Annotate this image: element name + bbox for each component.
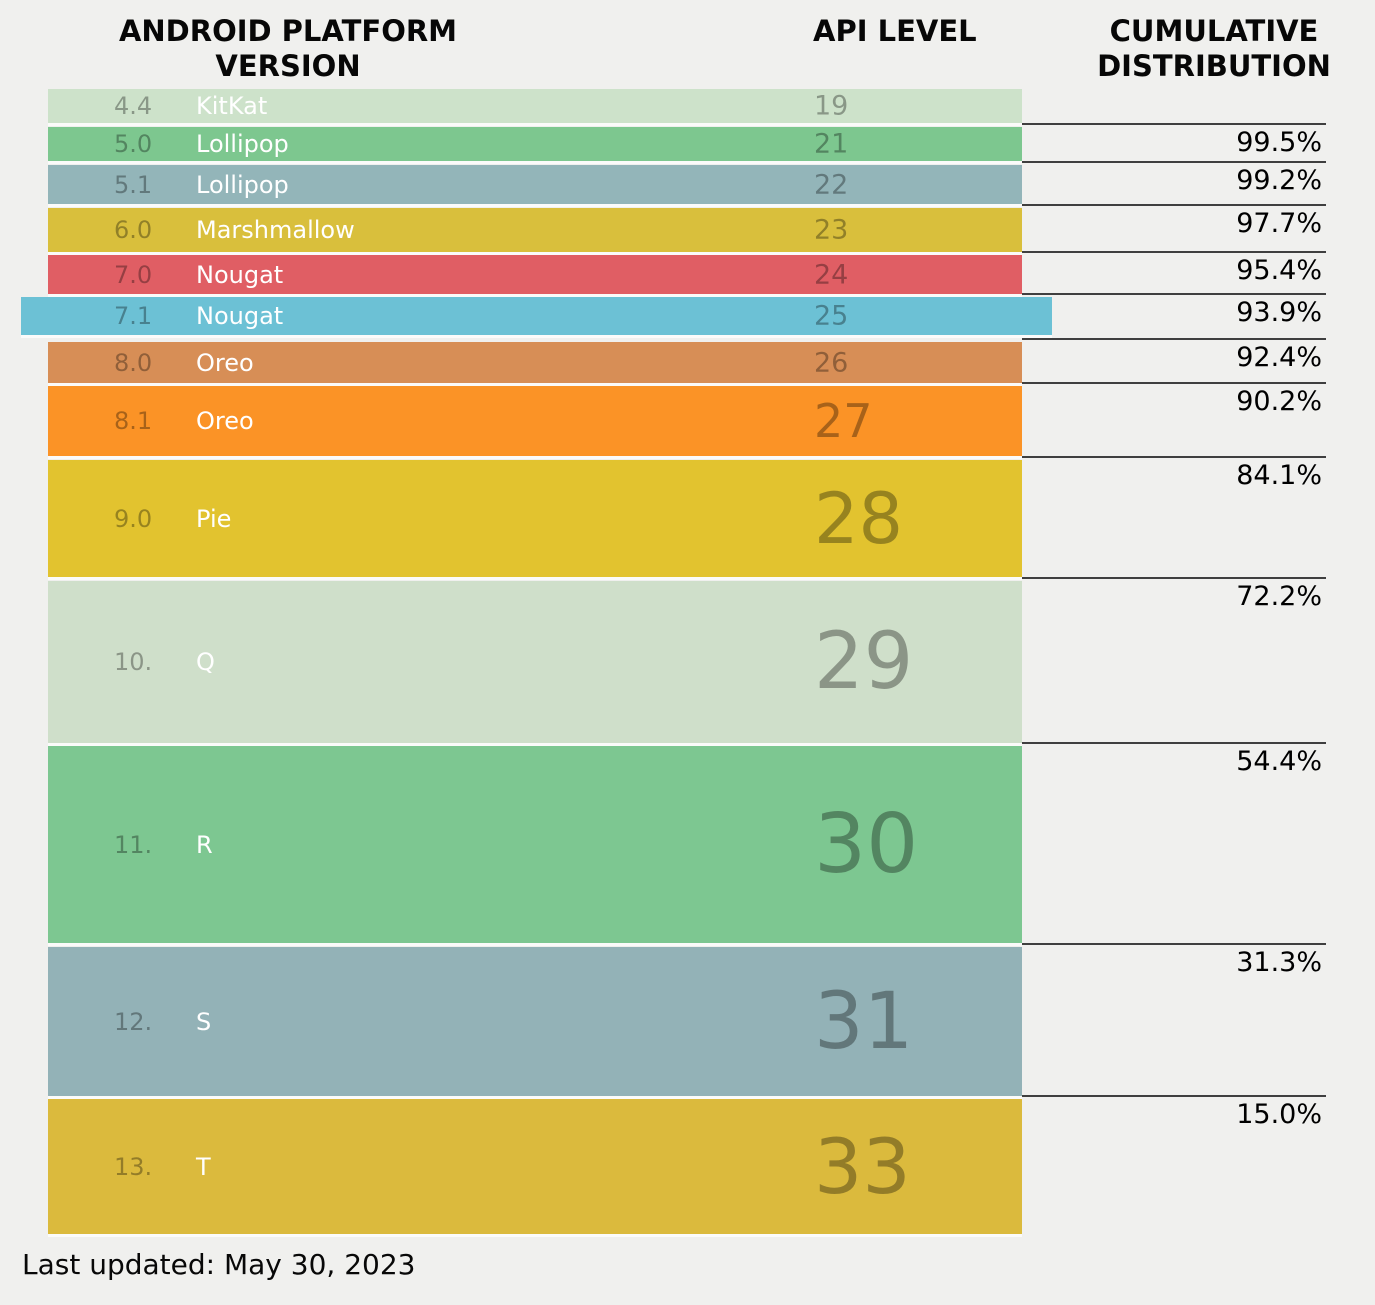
column-header-cumulative-line1: CUMULATIVE xyxy=(1109,14,1319,48)
api-level-value: 24 xyxy=(814,259,849,290)
platform-version: 11. xyxy=(114,830,153,859)
platform-codename: Oreo xyxy=(196,348,254,377)
cumulative-divider-line xyxy=(1022,1095,1326,1097)
cumulative-divider-line xyxy=(1022,123,1326,125)
api-level-value: 33 xyxy=(814,1121,911,1211)
platform-version: 13. xyxy=(114,1152,153,1181)
column-header-api-level: API LEVEL xyxy=(813,14,977,48)
cumulative-divider-line xyxy=(1022,456,1326,458)
platform-version: 8.0 xyxy=(114,348,153,377)
cumulative-divider-line xyxy=(1022,293,1326,295)
platform-codename: S xyxy=(196,1007,212,1036)
platform-codename: T xyxy=(196,1152,211,1181)
cumulative-value: 31.3% xyxy=(1236,947,1322,978)
api-level-value: 31 xyxy=(814,976,914,1067)
column-header-cumulative-distribution: CUMULATIVE DISTRIBUTION xyxy=(1054,14,1374,84)
cumulative-value: 84.1% xyxy=(1236,460,1322,491)
cumulative-value: 54.4% xyxy=(1236,746,1322,777)
platform-version: 4.4 xyxy=(114,92,153,120)
platform-codename: KitKat xyxy=(196,92,268,120)
last-updated-label: Last updated: May 30, 2023 xyxy=(22,1248,416,1281)
api-level-value: 25 xyxy=(814,300,849,332)
cumulative-divider-line xyxy=(1022,251,1326,253)
column-header-platform-version: ANDROID PLATFORM VERSION xyxy=(88,14,488,84)
platform-row-bar[interactable]: 11. R 30 xyxy=(48,746,1022,943)
platform-version: 7.0 xyxy=(114,260,153,289)
api-level-value: 22 xyxy=(814,169,849,200)
cumulative-divider-line xyxy=(1022,577,1326,579)
platform-version: 7.1 xyxy=(114,302,153,330)
api-level-value: 29 xyxy=(814,617,914,707)
platform-row-bar[interactable]: 5.1 Lollipop 22 xyxy=(48,165,1022,204)
cumulative-value: 92.4% xyxy=(1236,342,1322,373)
api-level-value: 23 xyxy=(814,214,849,246)
cumulative-value: 15.0% xyxy=(1236,1099,1322,1130)
cumulative-value: 93.9% xyxy=(1236,297,1322,328)
api-level-value: 27 xyxy=(814,394,873,448)
platform-codename: Marshmallow xyxy=(196,216,355,244)
cumulative-value: 97.7% xyxy=(1236,208,1322,239)
platform-row-bar[interactable]: 4.4 KitKat 19 xyxy=(48,89,1022,123)
platform-codename: Oreo xyxy=(196,407,254,435)
platform-row-bar[interactable]: 12. S 31 xyxy=(48,947,1022,1096)
platform-row-bar[interactable]: 5.0 Lollipop 21 xyxy=(48,127,1022,161)
platform-version: 8.1 xyxy=(114,407,153,435)
platform-row-bar[interactable]: 6.0 Marshmallow 23 xyxy=(48,208,1022,252)
cumulative-value: 90.2% xyxy=(1236,386,1322,417)
platform-row-bar[interactable]: 8.0 Oreo 26 xyxy=(48,342,1022,383)
cumulative-divider-line xyxy=(1022,204,1326,206)
cumulative-value: 95.4% xyxy=(1236,255,1322,286)
platform-codename: Pie xyxy=(196,504,232,533)
platform-codename: Q xyxy=(196,648,215,676)
platform-row-bar[interactable]: 7.0 Nougat 24 xyxy=(48,255,1022,294)
column-header-platform-version-line1: ANDROID PLATFORM xyxy=(118,14,458,48)
platform-row-bar[interactable]: 7.1 Nougat 25 xyxy=(21,297,1052,335)
api-level-value: 26 xyxy=(814,347,849,378)
platform-codename: Nougat xyxy=(196,260,284,289)
cumulative-divider-line xyxy=(1022,161,1326,163)
platform-version: 5.1 xyxy=(114,170,153,199)
platform-version: 5.0 xyxy=(114,130,153,158)
api-level-value: 28 xyxy=(814,477,904,560)
platform-row-bar[interactable]: 10. Q 29 xyxy=(48,581,1022,743)
api-level-value: 21 xyxy=(814,128,849,160)
platform-codename: Nougat xyxy=(196,302,284,330)
cumulative-value: 99.2% xyxy=(1236,165,1322,196)
platform-row-bar[interactable]: 13. T 33 xyxy=(48,1099,1022,1234)
cumulative-divider-line xyxy=(1022,382,1326,384)
api-level-value: 19 xyxy=(814,90,849,122)
cumulative-divider-line xyxy=(1022,943,1326,945)
cumulative-value: 72.2% xyxy=(1236,581,1322,612)
platform-version: 12. xyxy=(114,1007,153,1036)
cumulative-divider-line xyxy=(1022,742,1326,744)
cumulative-value: 99.5% xyxy=(1236,127,1322,158)
cumulative-divider-line xyxy=(1022,338,1326,340)
platform-row-bar[interactable]: 8.1 Oreo 27 xyxy=(48,386,1022,456)
column-header-cumulative-line2: DISTRIBUTION xyxy=(1097,49,1331,83)
platform-version: 9.0 xyxy=(114,504,153,533)
platform-version: 6.0 xyxy=(114,216,153,244)
platform-codename: R xyxy=(196,830,213,859)
platform-codename: Lollipop xyxy=(196,130,289,158)
api-level-value: 30 xyxy=(814,796,919,892)
platform-version: 10. xyxy=(114,648,153,676)
platform-row-bar[interactable]: 9.0 Pie 28 xyxy=(48,460,1022,577)
column-header-platform-version-line2: VERSION xyxy=(215,49,361,83)
platform-codename: Lollipop xyxy=(196,170,289,199)
